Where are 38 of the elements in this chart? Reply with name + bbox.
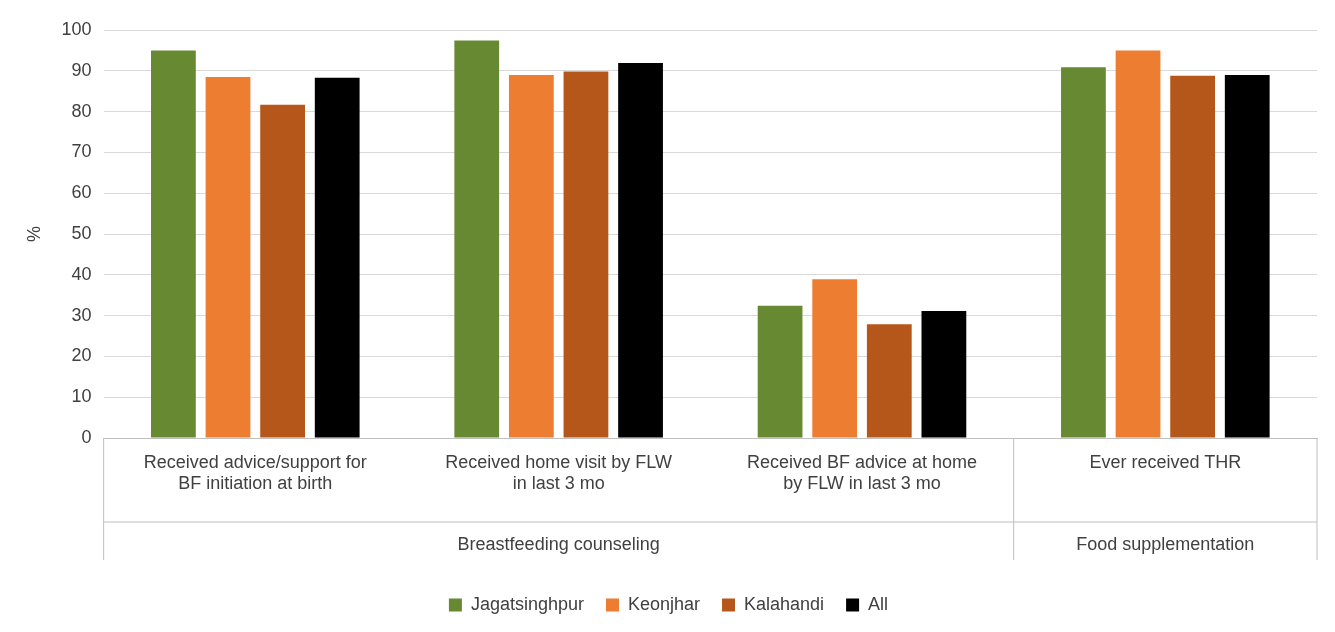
- y-tick-label: 10: [71, 386, 92, 407]
- bar: [1170, 75, 1216, 438]
- y-tick-label: 90: [71, 59, 92, 80]
- text: Food supplementation: [1076, 533, 1255, 554]
- text: Breastfeeding counseling: [457, 533, 660, 554]
- bar: [260, 104, 305, 438]
- legend-label: Keonjhar: [627, 593, 701, 614]
- y-tick-label: 100: [61, 18, 92, 39]
- legend-label: Jagatsinghpur: [470, 593, 584, 614]
- bar: [921, 311, 967, 438]
- bar: [314, 77, 360, 438]
- bar: [454, 40, 500, 438]
- bar: [205, 76, 251, 438]
- bar: [618, 63, 663, 438]
- y-tick-label: 80: [71, 100, 92, 121]
- legend-label: All: [868, 593, 889, 614]
- x-tick-label: Received BF advice at home by FLW in last 3 mo: [746, 451, 978, 494]
- y-tick-label: 70: [71, 141, 92, 162]
- y-tick-label: 30: [71, 304, 92, 325]
- x-tick-label: Received home visit by FLW in last 3 mo: [445, 451, 673, 494]
- y-tick-label: 0: [81, 426, 92, 447]
- x-tick-label: Received advice/support for BF initiation at birth: [143, 451, 367, 494]
- y-tick-label: 40: [71, 263, 92, 284]
- bar: [508, 74, 554, 438]
- bar: [757, 305, 803, 438]
- bar: [1061, 67, 1106, 438]
- x-tick-label: Ever received THR: [1089, 451, 1242, 472]
- y-axis-title: %: [23, 225, 44, 243]
- bar: [151, 50, 196, 438]
- bar: [563, 71, 609, 438]
- y-tick-label: 50: [71, 222, 92, 243]
- bar: [866, 324, 912, 438]
- y-tick-label: 60: [71, 182, 92, 203]
- bar: [812, 279, 858, 438]
- y-tick-label: 20: [71, 345, 92, 366]
- legend-label: Kalahandi: [744, 593, 825, 614]
- bar: [1224, 74, 1270, 438]
- bar: [1115, 50, 1161, 438]
